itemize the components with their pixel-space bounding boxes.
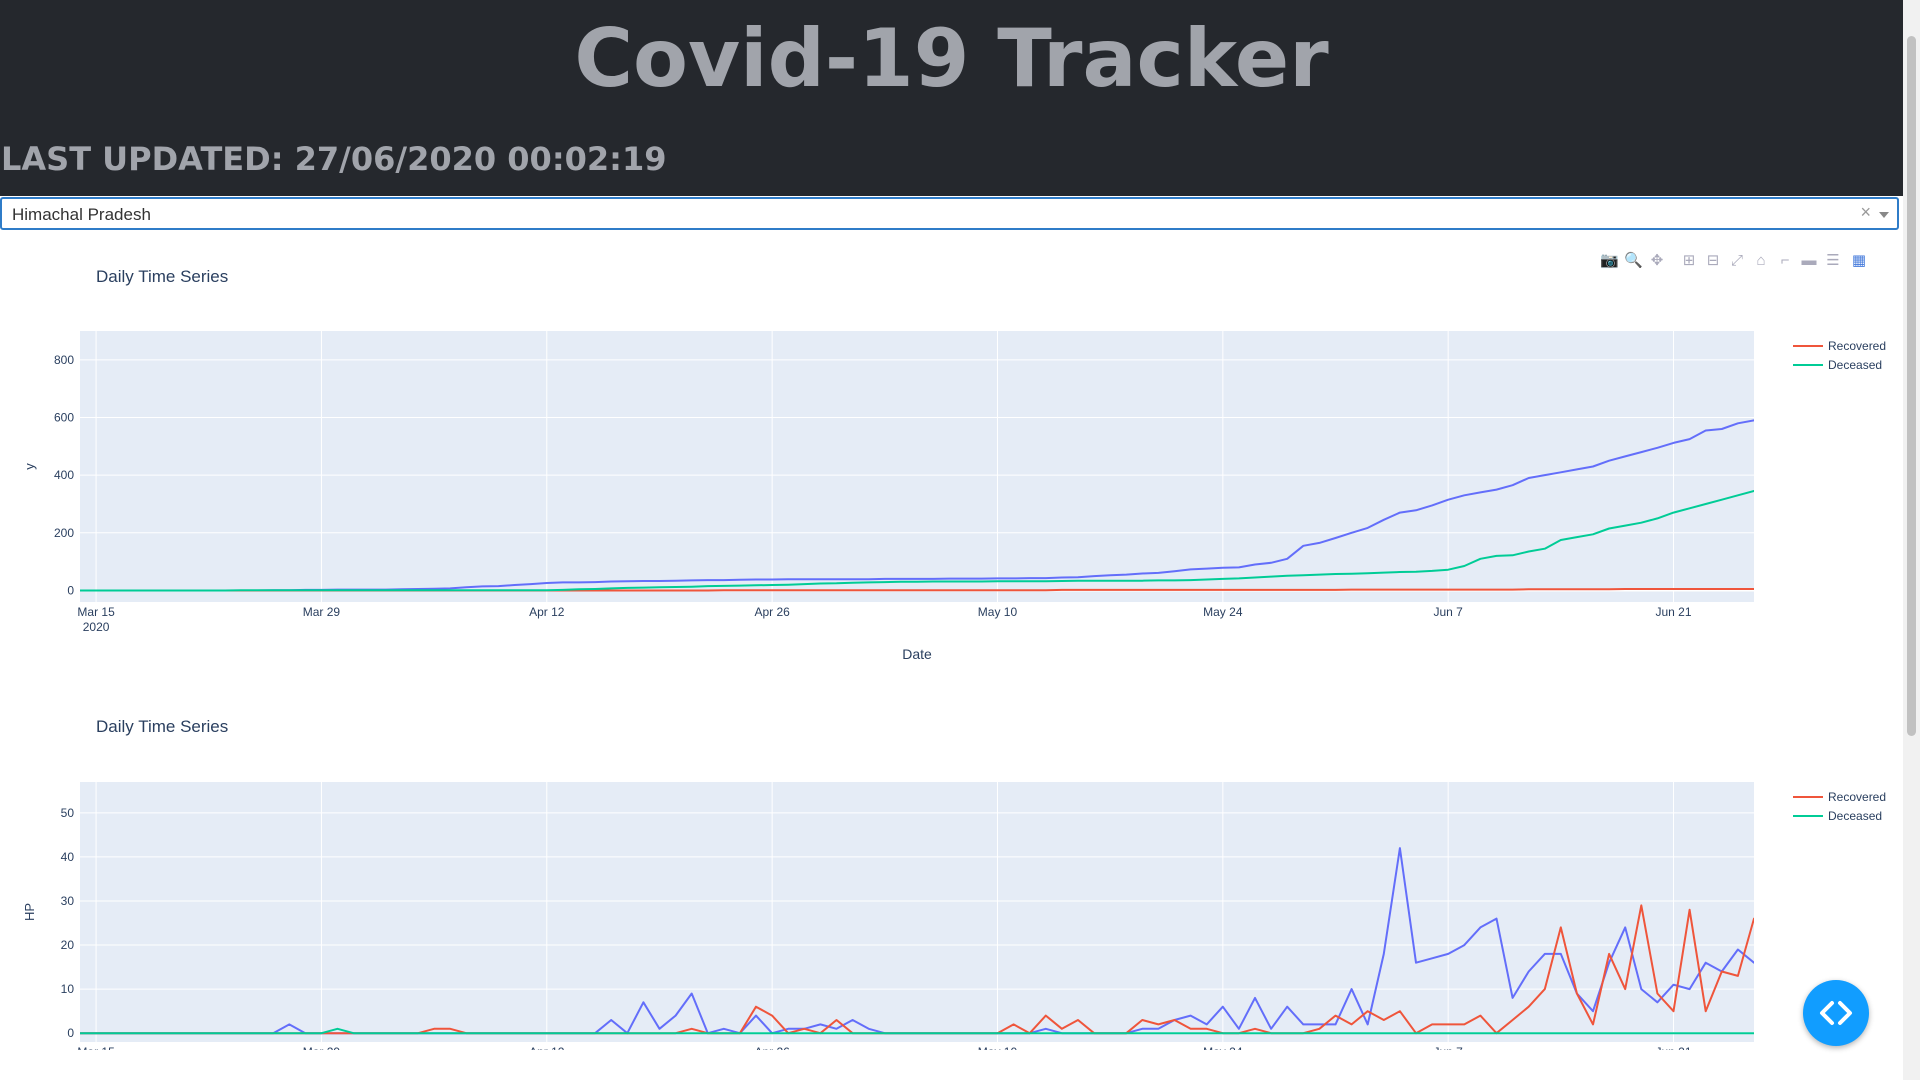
x-tick-label: May 10	[978, 1045, 1018, 1050]
clear-selection-icon[interactable]: ×	[1860, 202, 1871, 222]
x-tick-label: Mar 15	[77, 605, 115, 619]
plotly-logo-icon[interactable]: ▦	[1851, 252, 1867, 269]
reset-axes-icon[interactable]: ⌂	[1756, 252, 1766, 269]
x-tick-label: May 10	[978, 605, 1018, 619]
region-dropdown-value: Himachal Pradesh	[12, 205, 151, 224]
app-title: Covid-19 Tracker	[574, 12, 1329, 105]
plot-area[interactable]	[80, 782, 1754, 1042]
series-line-2[interactable]	[80, 1027, 1903, 1035]
plot-area[interactable]	[80, 331, 1754, 602]
x-tick-label: Mar 15	[77, 1045, 115, 1050]
y-axis-title: HP	[22, 903, 37, 921]
x-tick-label: Apr 26	[754, 1045, 790, 1050]
dev-tools-button[interactable]	[1803, 980, 1869, 1046]
series-line-2[interactable]	[80, 449, 1903, 592]
autoscale-icon[interactable]: ⤢	[1730, 252, 1743, 269]
x-tick-label: Apr 26	[754, 605, 790, 619]
x-tick-label: May 24	[1203, 1045, 1243, 1050]
x-tick-label: Jun 7	[1433, 605, 1463, 619]
camera-icon[interactable]: 📷	[1600, 252, 1619, 269]
spike-lines-icon[interactable]: ⌐	[1780, 252, 1790, 269]
x-tick-label: Jun 7	[1433, 1045, 1463, 1050]
x-tick-year-label: 2020	[83, 620, 110, 634]
y-tick-label: 30	[61, 894, 75, 908]
pan-icon[interactable]: ✥	[1650, 252, 1664, 269]
last-updated-text: LAST UPDATED: 27/06/2020 00:02:19	[1, 140, 667, 178]
legend-item[interactable]: Recovered	[1828, 790, 1886, 804]
y-tick-label: 200	[54, 526, 74, 540]
region-dropdown[interactable]: Himachal Pradesh ×	[0, 197, 1899, 230]
y-tick-label: 10	[61, 982, 75, 996]
y-tick-label: 20	[61, 938, 75, 952]
plot-modebar: 📷 🔍 ✥ ⊞ ⊟ ⤢ ⌂ ⌐ ▬ ☰ ▦	[1600, 252, 1900, 272]
chart-title: Daily Time Series	[96, 717, 228, 736]
zoom-icon[interactable]: 🔍	[1624, 252, 1643, 269]
x-tick-label: Jun 21	[1656, 1045, 1692, 1050]
legend-item[interactable]: Recovered	[1828, 339, 1886, 353]
hover-compare-icon[interactable]: ☰	[1826, 252, 1840, 269]
chevron-down-icon[interactable]	[1879, 212, 1889, 218]
hover-closest-icon[interactable]: ▬	[1801, 252, 1817, 269]
page-scrollbar[interactable]	[1903, 0, 1920, 1080]
y-tick-label: 400	[54, 468, 74, 482]
header: Covid-19 Tracker LAST UPDATED: 27/06/202…	[0, 0, 1903, 196]
scrollbar-thumb[interactable]	[1907, 36, 1916, 736]
y-tick-label: 800	[54, 353, 74, 367]
x-tick-label: May 24	[1203, 605, 1243, 619]
x-tick-label: Mar 29	[303, 605, 341, 619]
x-tick-label: Jun 21	[1656, 605, 1692, 619]
x-axis-title: Date	[902, 646, 932, 662]
y-tick-label: 0	[67, 1026, 74, 1040]
y-tick-label: 50	[61, 806, 75, 820]
legend-item[interactable]: Deceased	[1828, 358, 1882, 372]
legend-item[interactable]: Deceased	[1828, 809, 1882, 823]
y-tick-label: 40	[61, 850, 75, 864]
zoom-in-icon[interactable]: ⊞	[1682, 252, 1696, 269]
chart-title: Daily Time Series	[96, 267, 228, 286]
x-tick-label: Apr 12	[529, 1045, 565, 1050]
y-tick-label: 0	[67, 583, 74, 597]
y-tick-label: 600	[54, 410, 74, 424]
code-icon	[1820, 1001, 1852, 1025]
x-tick-label: Apr 12	[529, 605, 565, 619]
y-axis-title: y	[22, 463, 37, 470]
zoom-out-icon[interactable]: ⊟	[1706, 252, 1720, 269]
x-tick-label: Mar 29	[303, 1045, 341, 1050]
